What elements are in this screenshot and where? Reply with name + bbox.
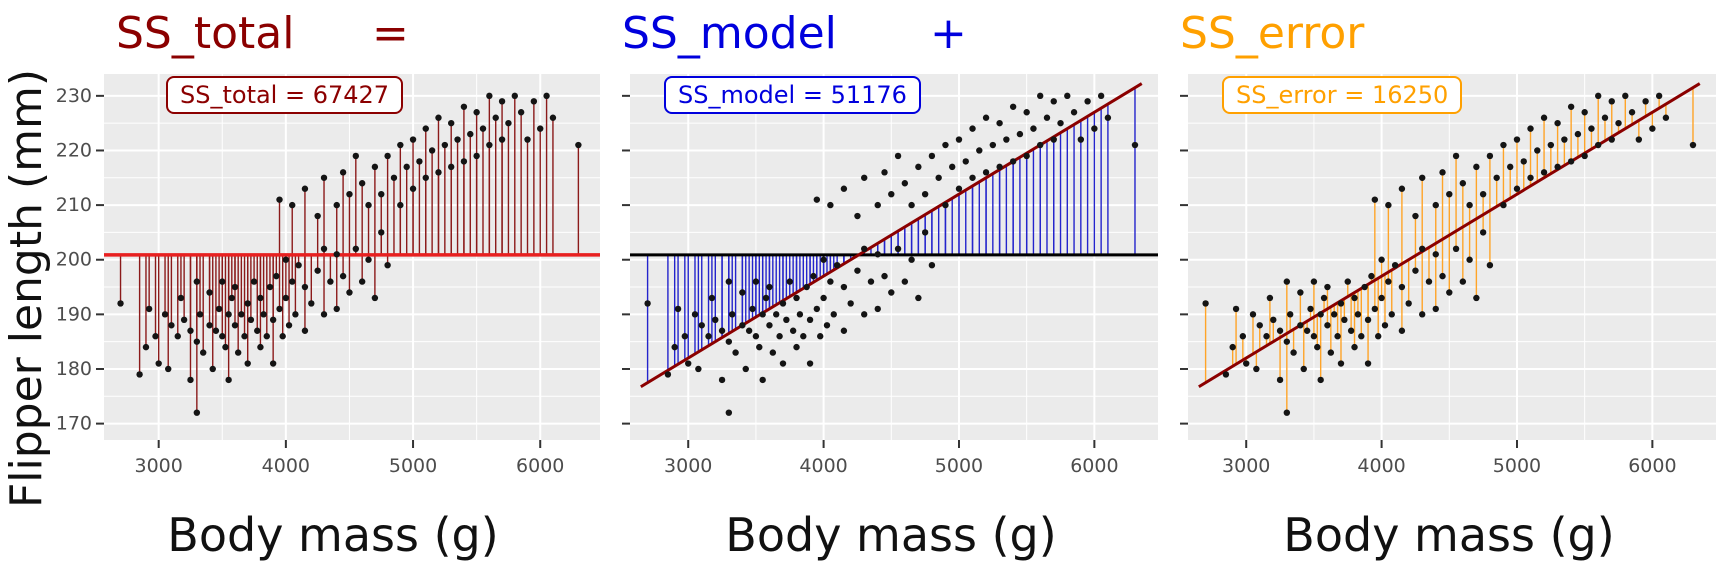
x-axis-title: Body mass (g) xyxy=(725,508,1057,562)
scatter-plot-ss-error: 3000 4000 5000 6000 xyxy=(1180,74,1716,477)
x-axis-title: Body mass (g) xyxy=(167,508,499,562)
panel-title-text: SS_model xyxy=(622,7,837,59)
panel-ss-model: SS_model + 3000 4000 5000 6000 SS_model = 5… xyxy=(612,0,1170,576)
panel-ss-error: SS_error 3000 4000 5000 6000 SS_error = 162… xyxy=(1170,0,1728,576)
svg-text:190: 190 xyxy=(56,303,92,325)
svg-text:4000: 4000 xyxy=(799,455,847,477)
scatter-plot-ss-model: 3000 4000 5000 6000 xyxy=(622,74,1158,477)
svg-text:6000: 6000 xyxy=(1628,455,1676,477)
svg-text:5000: 5000 xyxy=(935,455,983,477)
svg-text:170: 170 xyxy=(56,413,92,435)
svg-text:200: 200 xyxy=(56,249,92,271)
svg-text:3000: 3000 xyxy=(135,455,183,477)
y-axis-title: Flipper length (mm) xyxy=(0,0,54,576)
svg-text:210: 210 xyxy=(56,194,92,216)
svg-text:5000: 5000 xyxy=(389,455,437,477)
annotation-ss-error: SS_error = 16250 xyxy=(1222,76,1463,114)
svg-text:6000: 6000 xyxy=(1070,455,1118,477)
panel-title-ss-model: SS_model + xyxy=(612,0,1170,66)
annotation-ss-model: SS_model = 51176 xyxy=(664,76,921,114)
svg-text:4000: 4000 xyxy=(1357,455,1405,477)
svg-text:6000: 6000 xyxy=(516,455,564,477)
scatter-plot-ss-total: 3000 4000 5000 6000 170 180 190 200 210 220 230 xyxy=(56,74,600,477)
svg-text:5000: 5000 xyxy=(1493,455,1541,477)
plot-area-ss-total: 3000 4000 5000 6000 170 180 190 200 210 220 230 SS… xyxy=(54,66,612,504)
annotation-ss-total: SS_total = 67427 xyxy=(166,76,404,114)
panel-title-ss-error: SS_error xyxy=(1170,0,1728,66)
plus-operator: + xyxy=(930,7,967,59)
svg-text:180: 180 xyxy=(56,358,92,380)
plot-area-ss-model: 3000 4000 5000 6000 SS_model = 51176 xyxy=(612,66,1170,504)
panel-title-text: SS_error xyxy=(1180,7,1365,59)
panel-title-text: SS_total xyxy=(116,7,295,59)
panel-title-ss-total: SS_total = xyxy=(54,0,612,66)
svg-text:3000: 3000 xyxy=(1222,455,1270,477)
equals-operator: = xyxy=(372,7,409,59)
y-axis-title-text: Flipper length (mm) xyxy=(1,68,53,508)
svg-text:220: 220 xyxy=(56,139,92,161)
x-axis-title: Body mass (g) xyxy=(1283,508,1615,562)
svg-text:3000: 3000 xyxy=(664,455,712,477)
plot-area-ss-error: 3000 4000 5000 6000 SS_error = 16250 xyxy=(1170,66,1728,504)
svg-text:4000: 4000 xyxy=(262,455,310,477)
svg-text:230: 230 xyxy=(56,85,92,107)
panel-ss-total: SS_total = 3000 4000 5000 6000 170 180 190 200 2… xyxy=(54,0,612,576)
panels-row: SS_total = 3000 4000 5000 6000 170 180 190 200 2… xyxy=(54,0,1728,576)
